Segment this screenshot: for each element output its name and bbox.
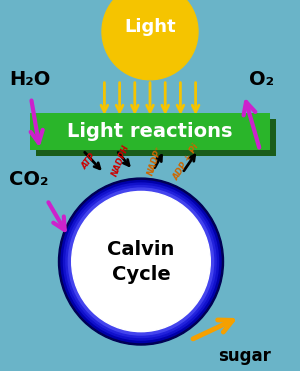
FancyBboxPatch shape <box>30 113 270 150</box>
Text: O₂: O₂ <box>249 70 274 89</box>
Text: ADP + Pi: ADP + Pi <box>171 142 201 181</box>
Ellipse shape <box>66 186 216 338</box>
Text: NADP⁺: NADP⁺ <box>146 144 164 176</box>
Ellipse shape <box>72 191 210 332</box>
Text: CO₂: CO₂ <box>9 170 49 190</box>
FancyBboxPatch shape <box>36 119 276 156</box>
Ellipse shape <box>64 183 218 340</box>
Text: Light: Light <box>124 17 176 36</box>
Ellipse shape <box>58 178 224 345</box>
Text: sugar: sugar <box>219 347 272 365</box>
Text: H₂O: H₂O <box>9 70 50 89</box>
Text: Calvin
Cycle: Calvin Cycle <box>107 240 175 283</box>
Ellipse shape <box>61 181 221 342</box>
Text: NADPH: NADPH <box>110 143 131 177</box>
Ellipse shape <box>102 0 198 80</box>
Text: Light reactions: Light reactions <box>67 122 233 141</box>
Text: ATP: ATP <box>80 152 98 171</box>
Ellipse shape <box>68 188 214 335</box>
